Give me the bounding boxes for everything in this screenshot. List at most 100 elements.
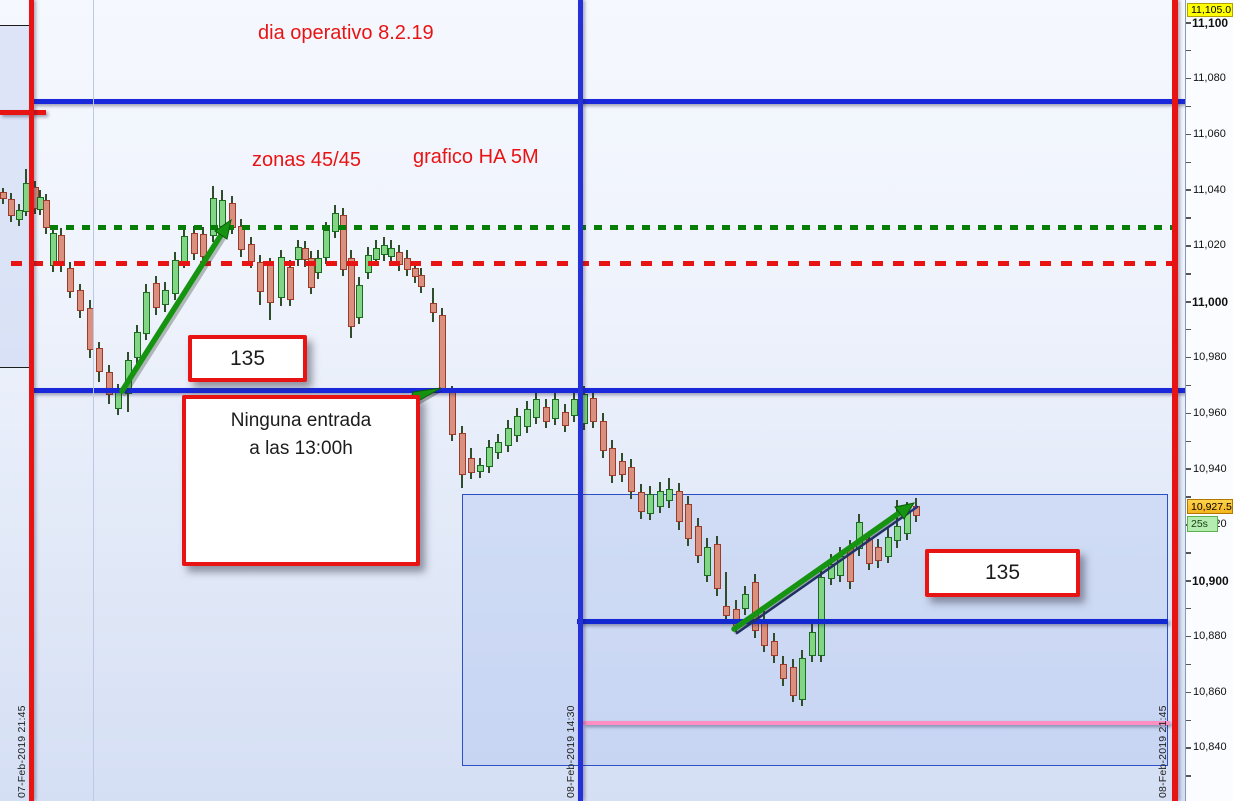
candle-body <box>190 233 198 254</box>
impulse-arrow-up-1[interactable] <box>119 232 224 394</box>
axis-tick <box>1186 468 1191 470</box>
zones-label[interactable]: zonas 45/45 <box>252 149 361 171</box>
note-line-2: a las 13:00h <box>249 438 353 459</box>
candle-body <box>817 577 825 656</box>
axis-price-label: 11,060 <box>1193 128 1226 140</box>
candle-body <box>331 213 339 232</box>
target-box-1[interactable]: 135 <box>188 335 307 382</box>
candle-body <box>827 564 835 579</box>
candle-body <box>798 658 806 700</box>
candle-body <box>542 407 550 422</box>
candle-body <box>7 199 15 216</box>
axis-tick <box>1186 580 1191 582</box>
impulse-arrow-up-2-trendline[interactable] <box>735 505 919 635</box>
candle-body <box>893 526 901 541</box>
axis-tick <box>1186 440 1191 442</box>
candle-body <box>789 667 797 696</box>
axis-tick <box>1186 22 1191 24</box>
support-mid-line[interactable] <box>33 388 1185 393</box>
candle-body <box>322 230 330 258</box>
axis-tick <box>1186 719 1191 721</box>
left-red-segment[interactable] <box>0 110 46 115</box>
axis-tick <box>1186 356 1191 359</box>
chart-type-label[interactable]: grafico HA 5M <box>413 146 539 168</box>
price-axis[interactable]: 11,100 11,080 11,060 11,040 11,020 11,000 10,9… <box>1185 0 1233 801</box>
candle-body <box>779 664 787 679</box>
candle-body <box>171 260 179 294</box>
candle-body <box>42 200 50 228</box>
candle-body <box>684 504 692 539</box>
candle-body <box>301 248 309 260</box>
last-price-marker: 10,927.5 <box>1187 499 1233 514</box>
candle-body <box>277 257 285 298</box>
page-title[interactable]: dia operativo 8.2.19 <box>258 22 434 44</box>
candle-body <box>751 582 759 631</box>
resistance-high-line[interactable] <box>33 99 1185 104</box>
date-label-right: 08-Feb-2019 21:45 <box>1157 705 1169 798</box>
axis-price-label: 11,080 <box>1193 72 1226 84</box>
candle-body <box>494 442 502 453</box>
candle-body <box>646 494 654 514</box>
candle-body <box>105 372 113 395</box>
candle-body <box>15 210 23 220</box>
target-box-1-label: 135 <box>229 346 266 370</box>
candle-body <box>523 409 531 427</box>
axis-tick <box>1186 49 1191 52</box>
axis-tick <box>1186 328 1191 331</box>
axis-price-label: 11,020 <box>1193 239 1226 251</box>
axis-tick <box>1186 133 1191 136</box>
axis-tick <box>1186 663 1191 666</box>
target-box-2-label: 135 <box>984 561 1021 584</box>
axis-tick <box>1186 412 1191 415</box>
impulse-arrow-up-1-shadow[interactable] <box>121 234 227 397</box>
target-box-2[interactable]: 135 <box>925 549 1080 597</box>
candle-body <box>770 641 778 656</box>
note-line-1: Ninguna entrada <box>230 410 372 431</box>
candle-body <box>722 606 730 616</box>
support-low-line[interactable] <box>577 619 1168 624</box>
pink-level[interactable] <box>583 721 1170 725</box>
axis-tick <box>1186 607 1191 610</box>
candle-body <box>458 433 466 475</box>
candle-body <box>411 268 419 277</box>
axis-tick <box>1186 105 1191 108</box>
candle-countdown: 25s <box>1187 516 1218 532</box>
candle-body <box>532 399 540 418</box>
candle-body <box>476 465 484 472</box>
axis-tick <box>1186 301 1191 303</box>
red-dashed-level[interactable] <box>11 261 1176 266</box>
axis-price-label: 11,000 <box>1192 295 1229 309</box>
axis-tick <box>1186 775 1191 777</box>
session-blue-line-mid[interactable] <box>578 0 583 801</box>
green-dashed-level[interactable] <box>50 225 1176 230</box>
axis-tick <box>1186 189 1191 191</box>
axis-price-label: 10,880 <box>1193 630 1227 642</box>
candle-body <box>294 247 302 260</box>
session-red-line-left[interactable] <box>29 0 34 801</box>
axis-price-label: 10,840 <box>1193 741 1227 753</box>
candle-body <box>467 458 475 473</box>
axis-tick <box>1186 77 1191 80</box>
impulse-arrow-up-2-head[interactable] <box>894 502 916 520</box>
no-entry-note-box[interactable]: Ninguna entrada a las 13:00h <box>182 395 420 566</box>
session-red-line-right[interactable] <box>1172 0 1178 801</box>
impulse-arrow-up-1-head[interactable] <box>214 218 232 240</box>
axis-tick <box>1186 273 1191 275</box>
axis-price-label: 10,980 <box>1193 351 1227 363</box>
axis-tick <box>1186 217 1191 219</box>
candle-body <box>380 245 388 255</box>
impulse-arrow-up-2[interactable] <box>731 510 902 632</box>
candle-body <box>561 412 569 426</box>
candle-body <box>637 492 645 512</box>
candle-body <box>627 467 635 492</box>
axis-tick <box>1186 384 1191 387</box>
candle-body <box>429 303 437 313</box>
candle-body <box>874 547 882 561</box>
candle-body <box>485 447 493 467</box>
time-gridline <box>93 0 94 801</box>
candle-body <box>95 348 103 372</box>
candle-body <box>884 537 892 557</box>
impulse-arrow-up-2-shadow[interactable] <box>733 512 905 635</box>
candle-body <box>513 416 521 436</box>
